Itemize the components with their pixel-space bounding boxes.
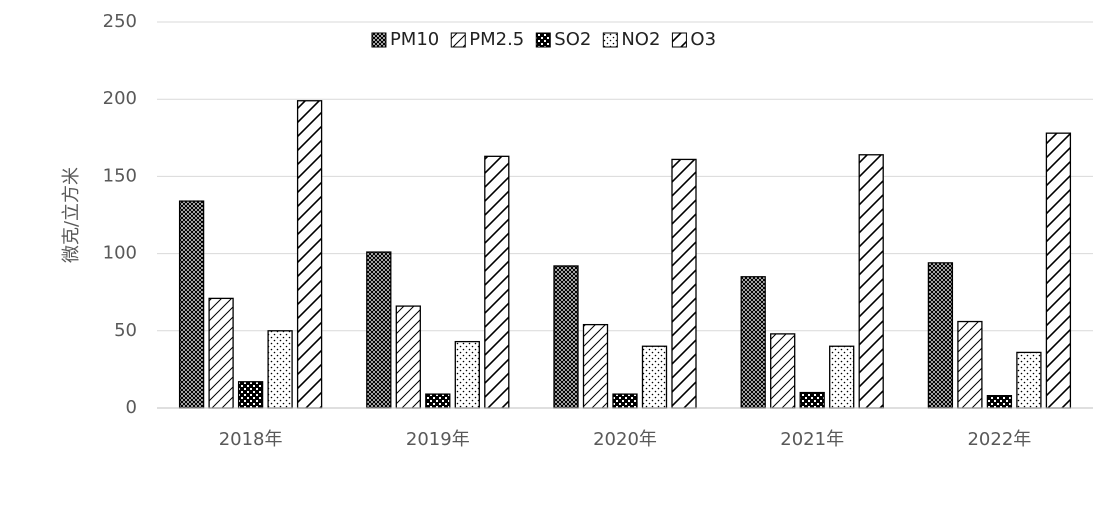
y-tick-label: 0 xyxy=(126,397,137,418)
y-tick-label: 50 xyxy=(114,320,137,341)
bar xyxy=(296,100,323,409)
bar xyxy=(484,155,510,409)
bar xyxy=(454,340,480,409)
legend-label: PM2.5 xyxy=(469,29,524,50)
legend-label: O3 xyxy=(690,29,716,50)
legend-swatch xyxy=(671,32,687,48)
bar xyxy=(395,305,421,409)
x-tick-label: 2022年 xyxy=(967,429,1031,450)
y-axis-label: 微克/立方米 xyxy=(61,167,82,263)
bar xyxy=(986,394,1013,409)
bar xyxy=(770,333,796,409)
x-tick-label: 2020年 xyxy=(593,429,657,450)
y-tick-label: 100 xyxy=(103,243,137,264)
x-tick-label: 2021年 xyxy=(780,429,844,450)
bar xyxy=(366,251,392,409)
bar xyxy=(641,345,668,409)
bar xyxy=(553,265,579,409)
y-tick-label: 200 xyxy=(103,88,137,109)
bar xyxy=(927,262,954,409)
legend-swatch xyxy=(450,32,466,48)
bar xyxy=(425,393,451,409)
bar xyxy=(957,320,983,409)
y-tick-label: 150 xyxy=(103,165,137,186)
legend-label: PM10 xyxy=(390,29,439,50)
x-tick-label: 2019年 xyxy=(406,429,470,450)
bar xyxy=(208,297,234,409)
bar xyxy=(1045,132,1072,409)
bar xyxy=(829,345,855,409)
legend-label: SO2 xyxy=(554,29,591,50)
legend-swatch xyxy=(602,32,618,48)
legend-swatch xyxy=(371,32,387,48)
bar xyxy=(178,200,205,409)
bar xyxy=(1016,351,1042,409)
bar xyxy=(671,158,697,409)
x-tick-label: 2018年 xyxy=(219,429,283,450)
bar xyxy=(799,391,825,409)
bar xyxy=(858,154,884,409)
bar xyxy=(612,393,638,409)
bar xyxy=(582,323,609,409)
y-tick-label: 250 xyxy=(103,11,137,32)
bar xyxy=(267,330,293,409)
legend-swatch xyxy=(535,32,551,48)
bar xyxy=(237,381,264,409)
bar xyxy=(740,276,766,409)
legend-label: NO2 xyxy=(621,29,660,50)
